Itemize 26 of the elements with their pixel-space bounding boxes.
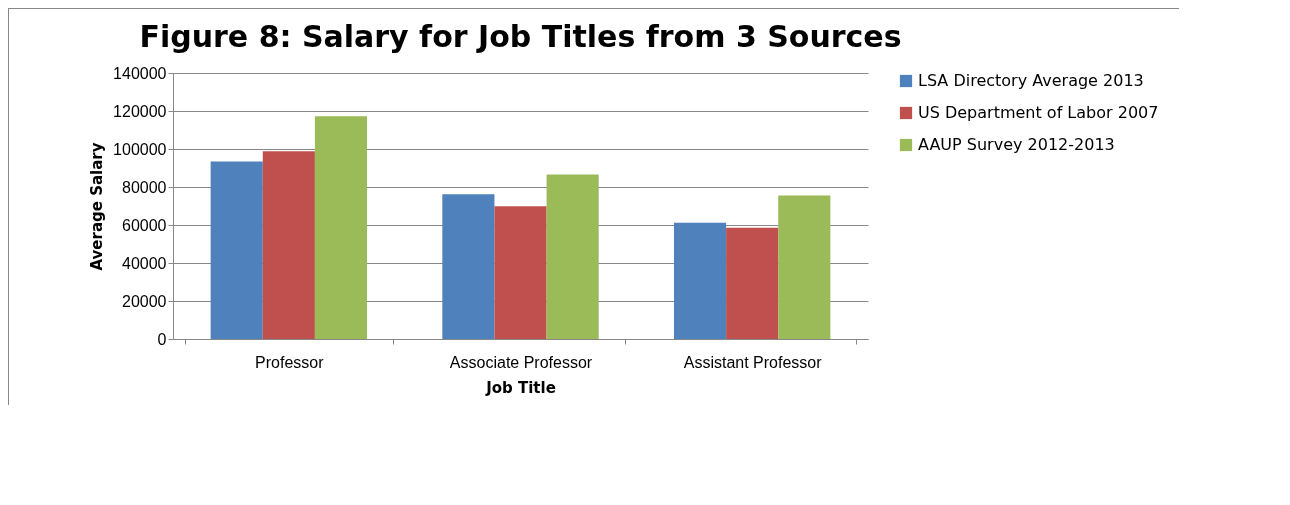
- bar: [210, 161, 263, 339]
- y-tick-label: 40000: [122, 254, 167, 272]
- bar: [494, 206, 547, 339]
- x-axis-title: Job Title: [485, 378, 556, 397]
- y-tick-label: 100000: [113, 140, 167, 158]
- x-tick-label: Associate Professor: [449, 353, 593, 371]
- bar: [726, 227, 779, 339]
- x-tick-label: Professor: [255, 353, 325, 371]
- bar: [778, 195, 831, 339]
- bar: [546, 174, 599, 339]
- y-tick-label: 140000: [113, 64, 167, 82]
- y-tick-label: 20000: [122, 292, 167, 310]
- bar: [442, 194, 495, 339]
- legend-label: AAUP Survey 2012-2013: [918, 135, 1115, 154]
- bar: [314, 116, 368, 339]
- legend-label: US Department of Labor 2007: [918, 103, 1159, 122]
- x-tick-label: Assistant Professor: [683, 353, 823, 371]
- y-tick-label: 120000: [113, 102, 167, 120]
- y-tick-label: 80000: [122, 178, 167, 196]
- bar: [262, 151, 315, 339]
- y-tick-label: 0: [157, 330, 167, 348]
- legend-label: LSA Directory Average 2013: [918, 71, 1144, 90]
- y-tick-label: 60000: [122, 216, 167, 234]
- bar: [673, 222, 727, 339]
- chart-title: Figure 8: Salary for Job Titles from 3 Sources: [139, 19, 902, 54]
- y-axis-title: Average Salary: [88, 142, 107, 271]
